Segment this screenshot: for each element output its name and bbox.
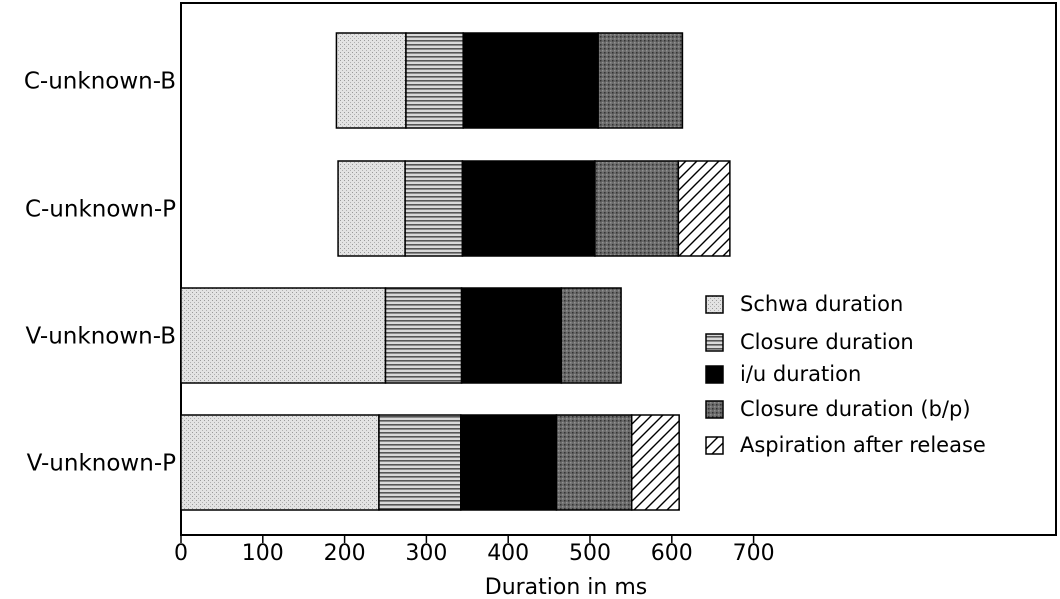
- bar-segment-v-unknown-p-s2: [460, 414, 558, 511]
- bar-segment-v-unknown-b-s0: [180, 287, 387, 384]
- bar-segment-c-unknown-p-s3: [594, 160, 680, 257]
- legend-label-4: Aspiration after release: [740, 433, 986, 457]
- legend-swatch-3: [705, 400, 724, 419]
- bar-segment-v-unknown-p-s4: [630, 414, 680, 511]
- bar-segment-v-unknown-p-s1: [378, 414, 462, 511]
- category-label-v-unknown-b: V-unknown-B: [26, 324, 176, 350]
- bar-segment-v-unknown-b-s2: [460, 287, 563, 384]
- category-labels: C-unknown-B C-unknown-P V-unknown-B V-unkno…: [24, 69, 176, 477]
- bar-segment-v-unknown-b-s3: [560, 287, 622, 384]
- bar-segment-v-unknown-b-s1: [384, 287, 463, 384]
- bar-segment-c-unknown-p-s2: [461, 160, 596, 257]
- bar-segment-c-unknown-p-s1: [404, 160, 464, 257]
- legend-label-0: Schwa duration: [740, 292, 903, 316]
- legend-label-1: Closure duration: [740, 330, 914, 354]
- x-axis: 0 100 200 300 400 500 600 700: [174, 535, 775, 566]
- bar-segment-c-unknown-p-s0: [337, 160, 406, 257]
- legend-swatch-2: [705, 365, 724, 384]
- category-label-c-unknown-b: C-unknown-B: [24, 69, 176, 95]
- bar-segment-c-unknown-p-s4: [677, 160, 731, 257]
- x-tick-label-200: 200: [324, 541, 366, 566]
- category-label-v-unknown-p: V-unknown-P: [27, 451, 176, 477]
- x-axis-title: Duration in ms: [485, 575, 648, 599]
- legend-label-3: Closure duration (b/p): [740, 397, 971, 421]
- bar-segment-c-unknown-b-s2: [462, 32, 599, 129]
- category-label-c-unknown-p: C-unknown-P: [25, 197, 176, 223]
- legend-swatch-4: [705, 436, 724, 455]
- bar-segment-c-unknown-b-s3: [597, 32, 684, 129]
- plot-frame: [180, 2, 1057, 536]
- bar-segment-c-unknown-b-s1: [405, 32, 464, 129]
- x-tick-label-100: 100: [242, 541, 284, 566]
- bars-group: [180, 32, 731, 511]
- x-tick-label-300: 300: [405, 541, 447, 566]
- bar-segment-v-unknown-p-s3: [555, 414, 633, 511]
- x-tick-label-0: 0: [174, 541, 188, 566]
- bar-segment-c-unknown-b-s0: [335, 32, 407, 129]
- legend-swatch-1: [705, 333, 724, 352]
- x-tick-label-600: 600: [651, 541, 693, 566]
- legend-swatch-0: [705, 295, 724, 314]
- legend-label-2: i/u duration: [740, 362, 861, 386]
- x-tick-label-500: 500: [569, 541, 611, 566]
- legend: Schwa duration Closure duration i/u durati…: [705, 292, 986, 457]
- bar-segment-v-unknown-p-s0: [180, 414, 380, 511]
- x-tick-label-700: 700: [733, 541, 775, 566]
- x-tick-label-400: 400: [487, 541, 529, 566]
